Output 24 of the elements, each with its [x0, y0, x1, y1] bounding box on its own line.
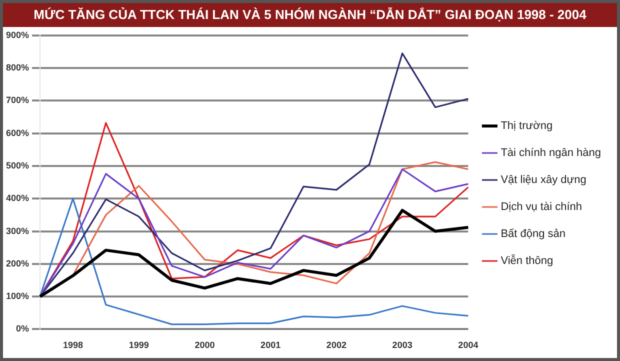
x-tick-label: 2000	[194, 340, 215, 350]
legend-label: Tài chính ngân hàng	[500, 147, 602, 160]
y-tick-label: 900%	[6, 30, 30, 40]
legend-label: Viễn thông	[500, 254, 554, 268]
legend-label: Vật liệu xây dựng	[500, 174, 586, 186]
x-tick-label: 2001	[260, 340, 281, 350]
x-tick-label: 1999	[128, 340, 149, 350]
x-tick-label: 2003	[392, 340, 412, 350]
y-tick-label: 200%	[6, 258, 30, 268]
y-tick-label: 800%	[6, 62, 30, 73]
x-tick-label: 2004	[458, 340, 478, 350]
legend-label: Thị trường	[500, 120, 553, 132]
y-tick-label: 100%	[6, 291, 30, 302]
chart-title: MỨC TĂNG CỦA TTCK THÁI LAN VÀ 5 NHÓM NGÀNH “DẪN DẮT” GIAI ĐOẠN 1998 - 2004	[3, 3, 617, 27]
y-tick-label: 700%	[6, 95, 30, 106]
y-tick-label: 300%	[6, 226, 30, 236]
x-tick-label: 1998	[62, 340, 83, 350]
legend-label: Bất động sản	[500, 228, 566, 240]
y-tick-label: 600%	[6, 128, 30, 138]
y-tick-label: 400%	[6, 193, 30, 204]
y-tick-label: 0%	[16, 324, 30, 334]
x-tick-label: 2002	[326, 340, 346, 350]
legend-label: Dịch vụ tài chính	[500, 201, 582, 214]
y-tick-label: 500%	[6, 160, 30, 170]
